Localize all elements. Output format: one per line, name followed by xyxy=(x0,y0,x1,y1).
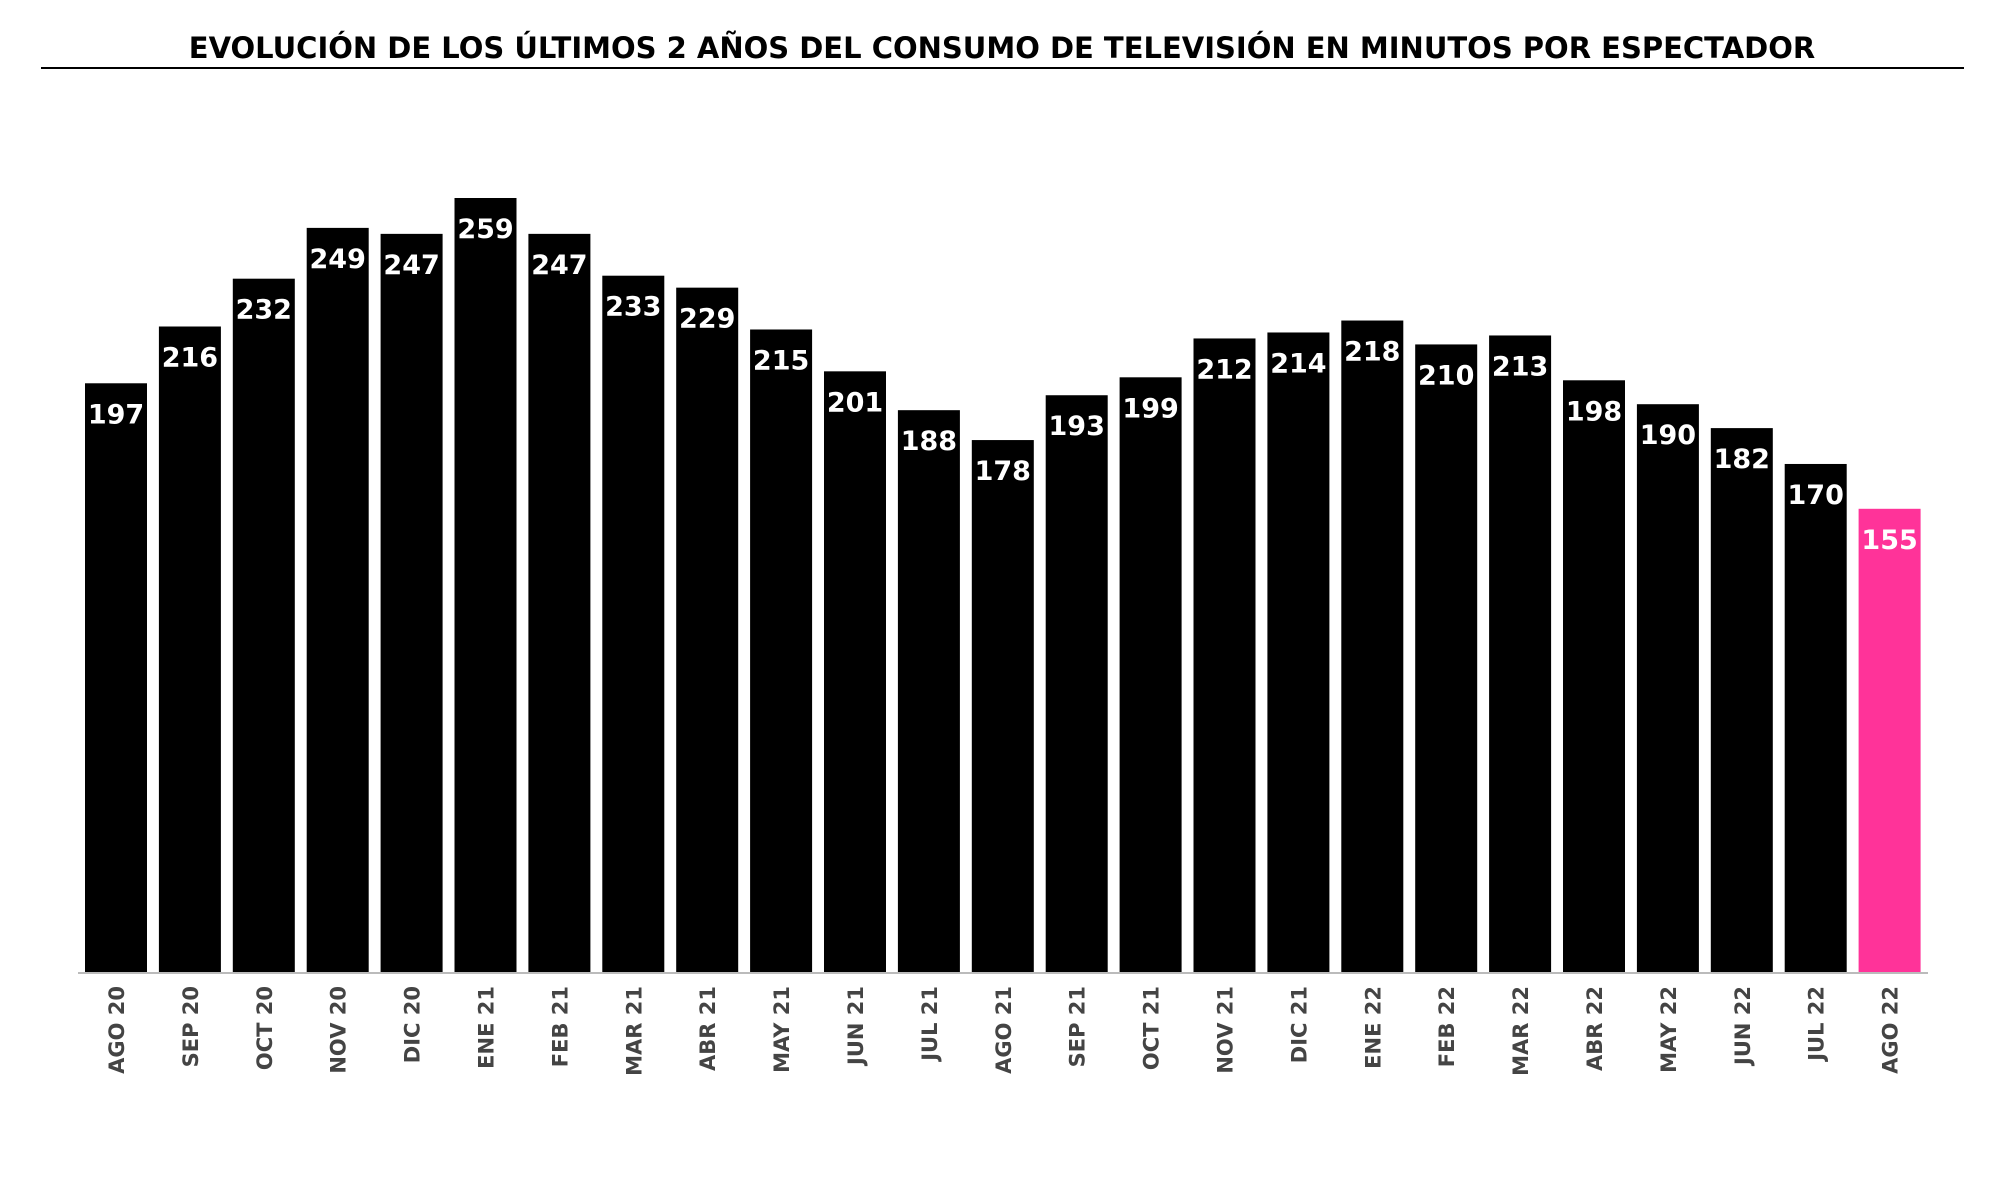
x-tick-label: AGO 20 xyxy=(105,986,129,1074)
bar xyxy=(1045,395,1108,972)
bar xyxy=(1193,338,1256,973)
x-tick-label: MAY 21 xyxy=(770,986,794,1073)
x-tick-label: FEB 21 xyxy=(548,986,572,1067)
x-tick-label: JUN 21 xyxy=(844,986,868,1067)
bar xyxy=(750,329,813,972)
bar xyxy=(528,233,591,972)
x-tick-label: DIC 20 xyxy=(401,986,425,1063)
bar xyxy=(1119,377,1182,972)
x-tick-label: ENE 22 xyxy=(1361,986,1385,1069)
value-label: 193 xyxy=(1049,411,1105,442)
value-label: 249 xyxy=(310,244,366,275)
x-tick-label: OCT 20 xyxy=(253,986,277,1070)
bar xyxy=(1267,332,1330,972)
bar xyxy=(676,287,739,973)
bar xyxy=(602,275,665,972)
x-tick-label: ENE 21 xyxy=(475,986,499,1069)
value-label: 232 xyxy=(236,295,292,326)
x-tick-label: ABR 21 xyxy=(696,986,720,1071)
value-label: 198 xyxy=(1566,396,1622,427)
bar xyxy=(1858,508,1921,972)
bar xyxy=(232,278,295,972)
bar xyxy=(824,371,886,972)
bar xyxy=(85,383,147,972)
x-tick-label: DIC 21 xyxy=(1287,986,1311,1063)
x-tick-label: SEP 21 xyxy=(1066,986,1090,1067)
value-label: 201 xyxy=(827,387,883,418)
value-label: 229 xyxy=(679,304,735,335)
bar xyxy=(454,198,517,972)
bar xyxy=(158,326,221,972)
value-label: 259 xyxy=(457,214,513,245)
x-tick-label: MAR 21 xyxy=(622,986,646,1076)
x-tick-label: SEP 20 xyxy=(179,986,203,1067)
x-tick-label: FEB 22 xyxy=(1435,986,1459,1067)
x-tick-label: NOV 21 xyxy=(1214,986,1238,1074)
bar xyxy=(1341,320,1404,972)
bar xyxy=(1563,380,1625,972)
x-tick-label: NOV 20 xyxy=(327,986,351,1074)
bar xyxy=(1489,335,1552,973)
value-label: 212 xyxy=(1196,354,1252,385)
value-label: 213 xyxy=(1492,351,1548,382)
bar xyxy=(897,410,960,972)
x-tick-label: MAY 22 xyxy=(1657,986,1681,1073)
x-tick-label: JUL 22 xyxy=(1805,986,1829,1063)
value-label: 214 xyxy=(1270,348,1326,379)
value-label: 247 xyxy=(383,250,439,281)
value-label: 182 xyxy=(1714,444,1770,475)
value-label: 199 xyxy=(1122,393,1178,424)
chart-title: EVOLUCIÓN DE LOS ÚLTIMOS 2 AÑOS DEL CONS… xyxy=(189,31,1815,65)
x-tick-label: OCT 21 xyxy=(1140,986,1164,1070)
value-label: 155 xyxy=(1861,525,1917,556)
x-tick-label: AGO 21 xyxy=(992,986,1016,1074)
bar xyxy=(1636,404,1699,972)
x-tick-label: JUN 22 xyxy=(1731,986,1755,1067)
value-label: 233 xyxy=(605,292,661,323)
bar xyxy=(1784,463,1847,972)
value-label: 170 xyxy=(1788,480,1844,511)
value-label: 197 xyxy=(88,399,144,430)
value-label: 215 xyxy=(753,345,809,376)
x-tick-label: AGO 22 xyxy=(1879,986,1903,1074)
bar xyxy=(1415,344,1478,972)
value-label: 178 xyxy=(975,456,1031,487)
value-label: 210 xyxy=(1418,360,1474,391)
value-label: 218 xyxy=(1344,337,1400,368)
x-tick-label: MAR 22 xyxy=(1509,986,1533,1076)
x-tick-label: JUL 21 xyxy=(918,986,942,1063)
value-label: 247 xyxy=(531,250,587,281)
bar xyxy=(1710,428,1773,972)
bar xyxy=(380,233,443,972)
bar xyxy=(971,440,1034,972)
value-label: 188 xyxy=(901,426,957,457)
bar xyxy=(306,227,369,973)
value-label: 216 xyxy=(162,343,218,374)
value-label: 190 xyxy=(1640,420,1696,451)
x-tick-label: ABR 22 xyxy=(1583,986,1607,1071)
